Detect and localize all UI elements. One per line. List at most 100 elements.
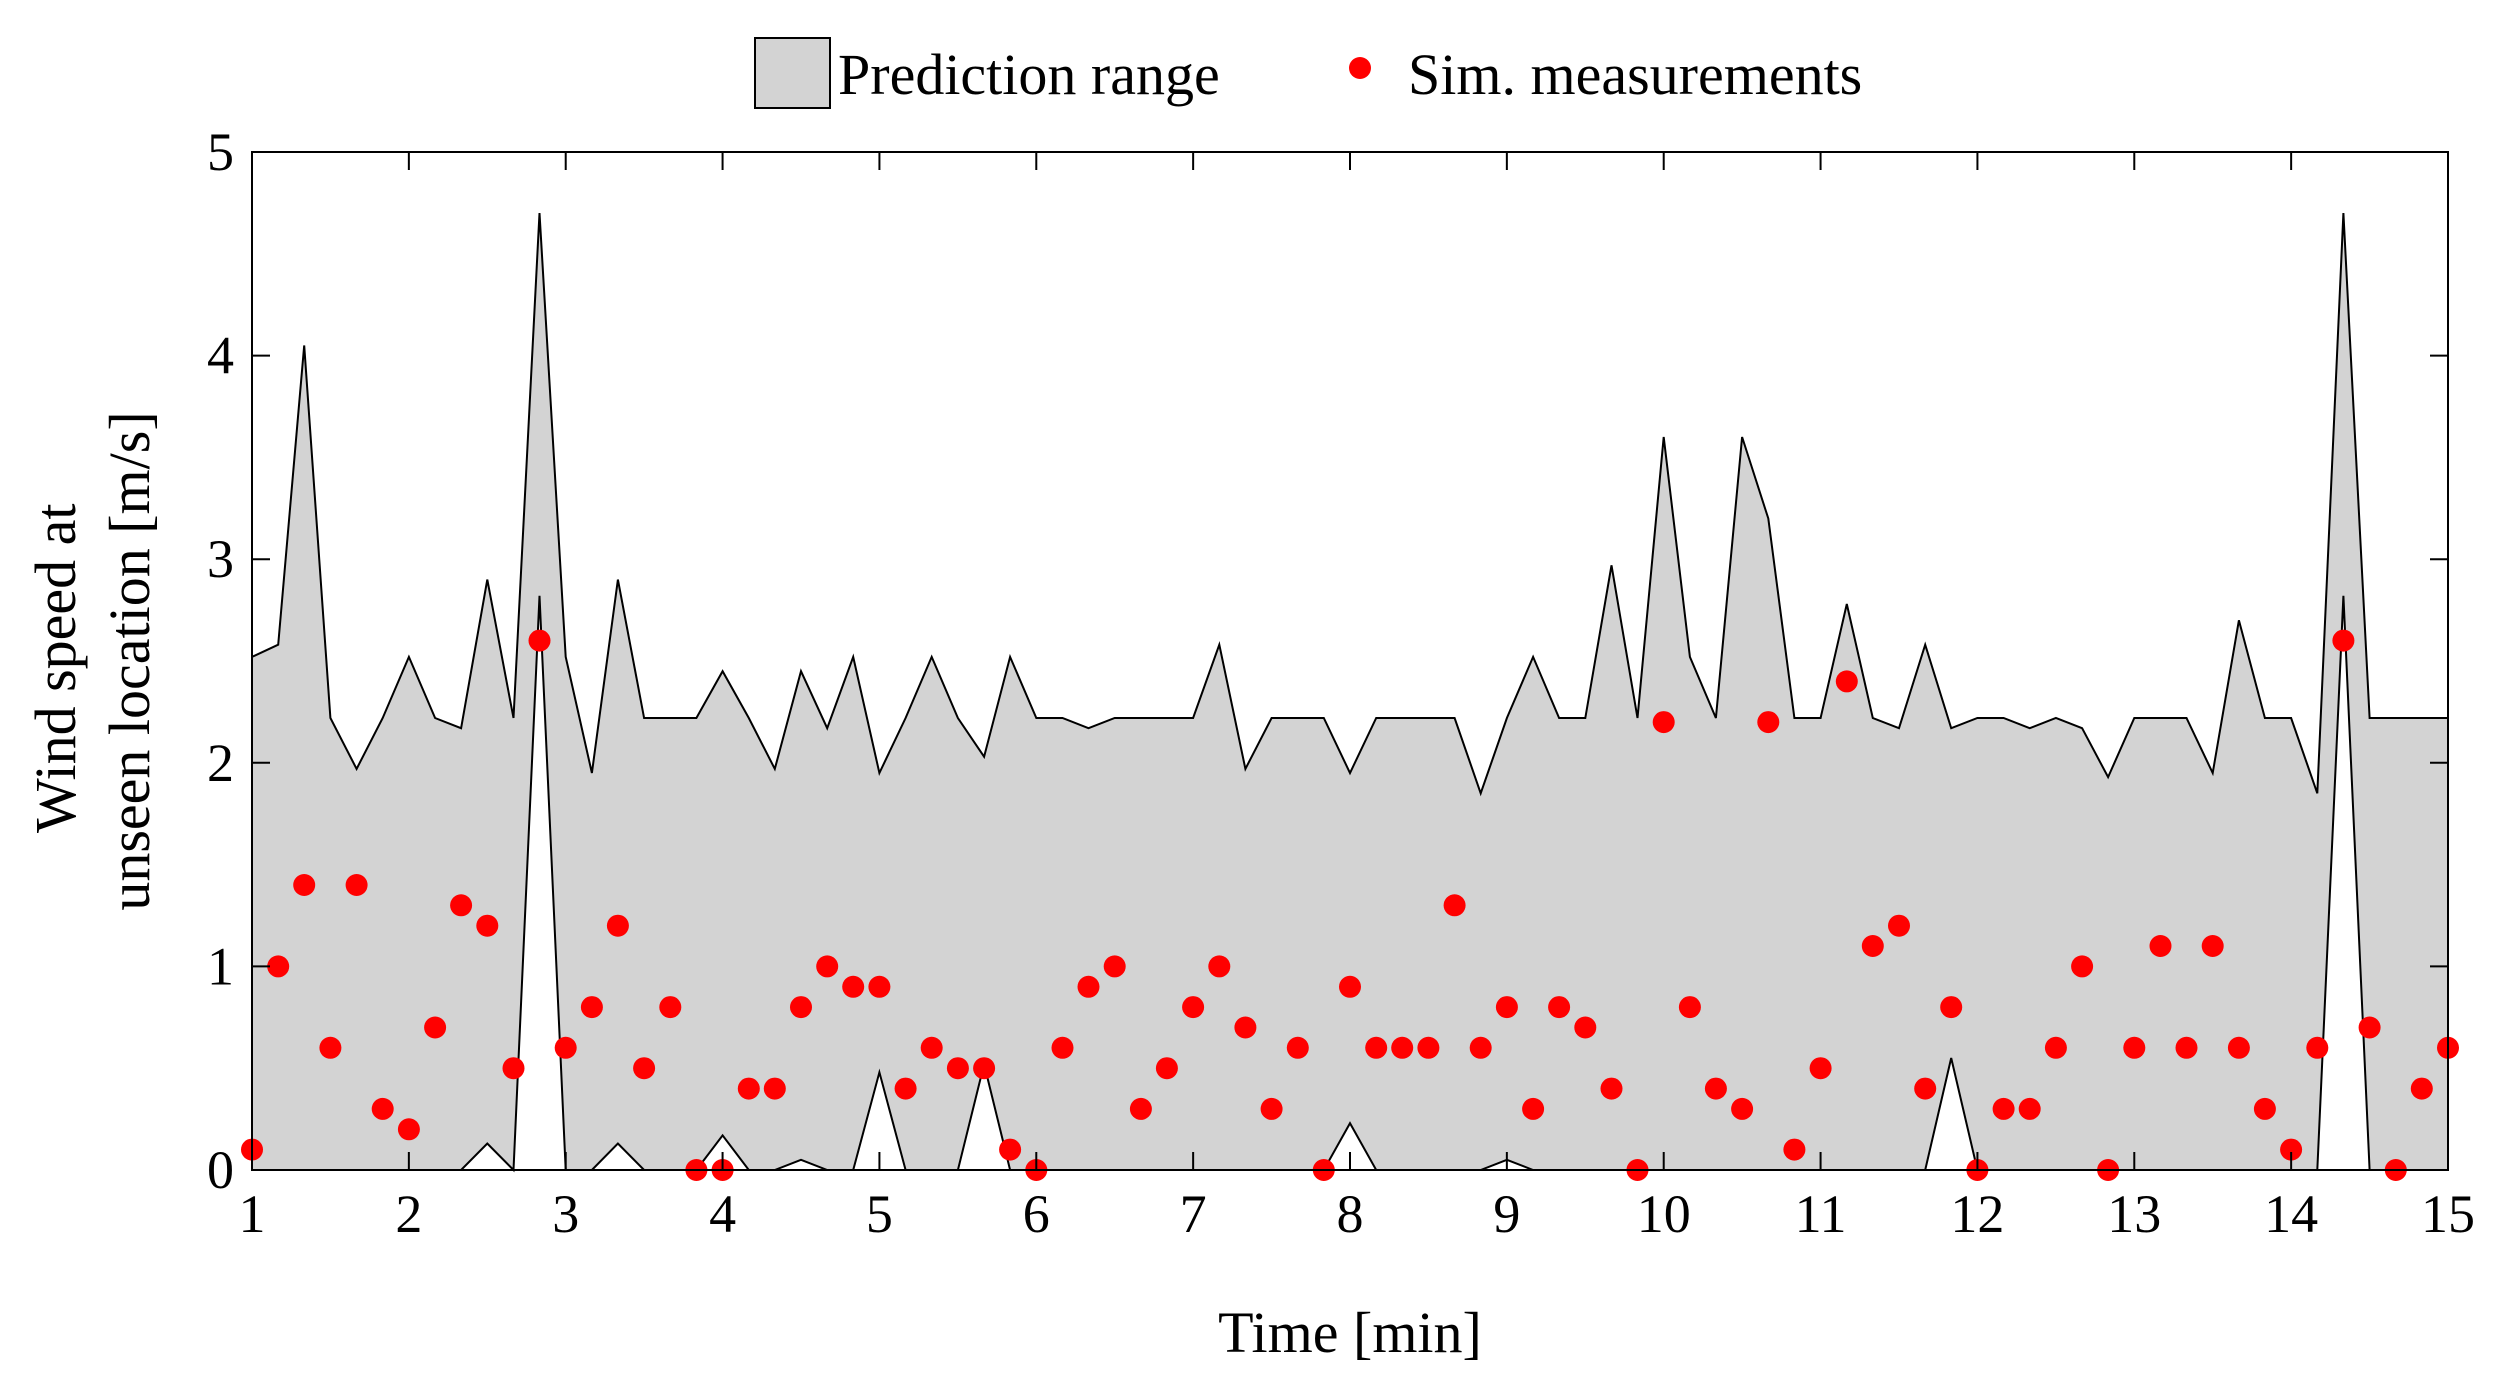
measurement-point [2149, 935, 2172, 957]
measurement-point [1835, 670, 1858, 693]
measurement-point [2201, 935, 2224, 957]
measurement-point [920, 1036, 943, 1059]
measurement-point [1704, 1077, 1727, 1100]
x-axis-label: Time [min] [1218, 1300, 1482, 1365]
measurement-point [737, 1077, 760, 1100]
measurement-point [319, 1036, 342, 1059]
measurement-point [1339, 975, 1361, 998]
measurement-point [2306, 1036, 2329, 1059]
measurement-point [1914, 1077, 1937, 1100]
sim-measurements-markers [241, 629, 2459, 1181]
x-tick-label: 6 [1023, 1184, 1050, 1244]
measurement-point [790, 996, 812, 1019]
measurement-point [2175, 1036, 2198, 1059]
measurement-point [659, 996, 682, 1019]
x-tick-label: 12 [1950, 1184, 2004, 1244]
y-axis-label: Wind speed at unseen location [m/s] [23, 411, 162, 910]
x-tick-label: 15 [2421, 1184, 2475, 1244]
measurement-point [946, 1057, 969, 1080]
measurement-point [1129, 1097, 1152, 1120]
measurement-point [2227, 1036, 2250, 1059]
measurement-point [476, 914, 499, 937]
x-tick-label: 13 [2107, 1184, 2161, 1244]
measurement-point [1417, 1036, 1440, 1059]
measurement-point [894, 1077, 917, 1100]
x-tick-label: 1 [239, 1184, 266, 1244]
measurement-point [633, 1057, 656, 1080]
measurement-point [1600, 1077, 1623, 1100]
measurement-point [1522, 1097, 1545, 1120]
prediction-range-upper-edge [251, 213, 2448, 797]
x-tick-label: 11 [1795, 1184, 1847, 1244]
measurement-point [1888, 914, 1910, 937]
legend-swatch-prediction-range [754, 37, 831, 109]
y-tick-label: 3 [207, 529, 234, 589]
x-tick-label: 4 [709, 1184, 736, 1244]
measurement-point [450, 894, 473, 917]
y-tick-label: 5 [207, 122, 234, 182]
x-tick-label: 8 [1337, 1184, 1364, 1244]
measurement-point [1783, 1138, 1806, 1161]
measurement-point [1652, 711, 1675, 734]
measurement-point [1731, 1097, 1754, 1120]
measurement-point [2071, 955, 2094, 978]
y-axis-label-line-2: unseen location [m/s] [97, 411, 162, 910]
y-tick-label: 0 [207, 1140, 234, 1200]
y-axis-ticks: 0 1 2 3 4 5 [207, 122, 2448, 1200]
x-axis-ticks: 1 2 3 4 5 6 7 8 9 10 11 12 13 14 15 [239, 152, 2475, 1244]
measurement-point [1861, 935, 1884, 957]
measurement-point [2018, 1097, 2041, 1120]
measurement-point [2410, 1077, 2433, 1100]
measurement-point [2123, 1036, 2146, 1059]
measurement-point [1208, 955, 1231, 978]
measurement-point [1992, 1097, 2015, 1120]
legend: Prediction range Sim. measurements [754, 37, 1862, 109]
x-tick-label: 3 [552, 1184, 579, 1244]
measurement-point [1757, 711, 1780, 734]
measurement-point [1940, 996, 1963, 1019]
measurement-point [267, 955, 290, 978]
measurement-point [2280, 1138, 2303, 1161]
measurement-point [842, 975, 865, 998]
measurement-point [528, 629, 551, 652]
measurement-point [345, 874, 368, 896]
measurement-point [816, 955, 839, 978]
measurement-point [1469, 1036, 1492, 1059]
measurement-point [1286, 1036, 1309, 1059]
measurement-point [763, 1077, 786, 1100]
y-axis-label-line-1: Wind speed at [23, 504, 88, 833]
measurement-point [606, 914, 629, 937]
measurement-point [973, 1057, 996, 1080]
x-tick-label: 5 [866, 1184, 893, 1244]
measurement-point [1365, 1036, 1388, 1059]
measurement-point [2358, 1016, 2381, 1039]
measurement-point [502, 1057, 525, 1080]
legend-marker-sim-measurements [1349, 57, 1371, 79]
measurement-point [580, 996, 603, 1019]
x-tick-label: 10 [1637, 1184, 1691, 1244]
measurement-point [1391, 1036, 1414, 1059]
measurement-point [1548, 996, 1571, 1019]
measurement-point [1809, 1057, 1832, 1080]
measurement-point [2253, 1097, 2276, 1120]
plot-area [241, 151, 2459, 1181]
x-tick-label: 9 [1493, 1184, 1520, 1244]
measurement-point [371, 1097, 394, 1120]
measurement-point [2332, 629, 2355, 652]
measurement-point [1495, 996, 1518, 1019]
measurement-point [2044, 1036, 2067, 1059]
measurement-point [1182, 996, 1205, 1019]
measurement-point [397, 1118, 420, 1141]
measurement-point [1051, 1036, 1074, 1059]
measurement-point [1155, 1057, 1178, 1080]
y-tick-label: 1 [207, 936, 234, 996]
measurement-point [1077, 975, 1100, 998]
measurement-point [1443, 894, 1466, 917]
legend-label-prediction-range: Prediction range [838, 42, 1220, 107]
y-tick-label: 2 [207, 733, 234, 793]
x-tick-label: 14 [2264, 1184, 2318, 1244]
measurement-point [293, 874, 316, 896]
measurement-point [999, 1138, 1022, 1161]
